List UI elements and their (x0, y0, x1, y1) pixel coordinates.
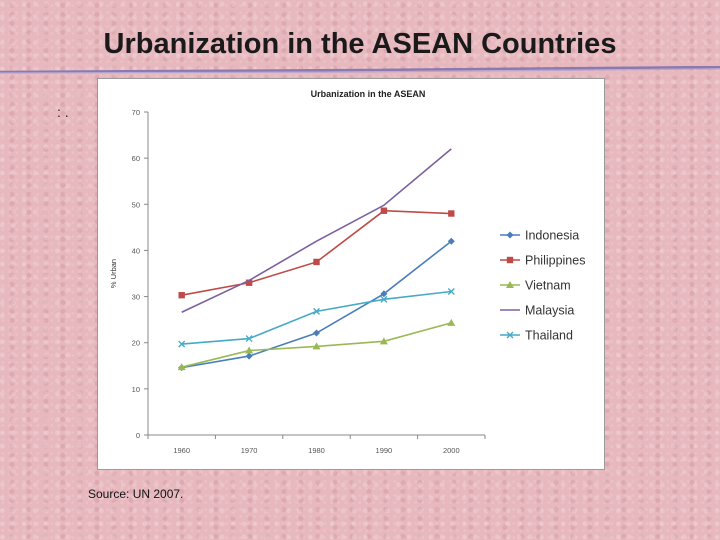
legend-marker-philippines (506, 256, 514, 264)
series-line-philippines (181, 209, 452, 296)
data-point-philippines (380, 207, 388, 214)
x-tick-label: 2000 (443, 446, 460, 455)
y-tick-label: 10 (132, 385, 140, 394)
data-point-thailand (313, 307, 320, 315)
legend-marker-vietnam (506, 281, 514, 288)
y-tick-label: 60 (132, 154, 140, 163)
legend-marker-indonesia (506, 231, 514, 239)
data-point-vietnam (379, 337, 388, 345)
legend-label-indonesia: Indonesia (525, 229, 579, 243)
data-point-thailand (447, 288, 455, 295)
series-line-malaysia (181, 148, 452, 313)
line-chart: Urbanization in the ASEAN 0 10 20 30 40 50 60 70… (109, 89, 585, 455)
chart-panel: Urbanization in the ASEAN 0 10 20 30 40 50 60 70… (97, 78, 605, 470)
data-point-indonesia (380, 290, 388, 298)
data-point-indonesia (313, 329, 320, 337)
y-tick-label: 20 (132, 339, 140, 348)
data-point-philippines (245, 279, 253, 286)
data-point-vietnam (177, 363, 186, 371)
x-tick-label: 1970 (241, 446, 258, 455)
source-note: Source: UN 2007. (88, 487, 184, 501)
y-tick-label: 0 (136, 431, 140, 440)
y-tick-label: 40 (132, 246, 140, 255)
legend-label-vietnam: Vietnam (525, 279, 571, 293)
data-point-philippines (313, 258, 320, 266)
chart-title: Urbanization in the ASEAN (311, 89, 426, 99)
y-tick-label: 70 (132, 108, 140, 117)
x-tick-label: 1980 (308, 446, 325, 455)
slide-title: Urbanization in the ASEAN Countries (103, 28, 617, 60)
data-point-indonesia (245, 352, 253, 360)
data-point-thailand (245, 335, 253, 343)
data-point-indonesia (447, 237, 455, 245)
y-tick-label: 30 (132, 293, 140, 302)
title-underline (0, 66, 720, 74)
data-point-philippines (448, 210, 455, 217)
data-point-vietnam (447, 318, 456, 326)
bullet-marker: : . (57, 104, 69, 120)
data-point-vietnam (245, 346, 254, 354)
x-tick-label: 1960 (173, 446, 190, 455)
data-point-thailand (178, 340, 186, 348)
y-axis-label: % Urban (109, 259, 118, 288)
legend-marker-thailand (506, 331, 514, 339)
x-tick-label: 1990 (376, 446, 393, 455)
data-point-vietnam (312, 342, 321, 350)
legend-label-philippines: Philippines (525, 254, 585, 268)
data-point-thailand (380, 295, 388, 303)
data-point-philippines (178, 291, 185, 299)
y-tick-label: 50 (132, 200, 140, 209)
legend-label-thailand: Thailand (525, 329, 573, 343)
legend-label-malaysia: Malaysia (525, 304, 574, 318)
